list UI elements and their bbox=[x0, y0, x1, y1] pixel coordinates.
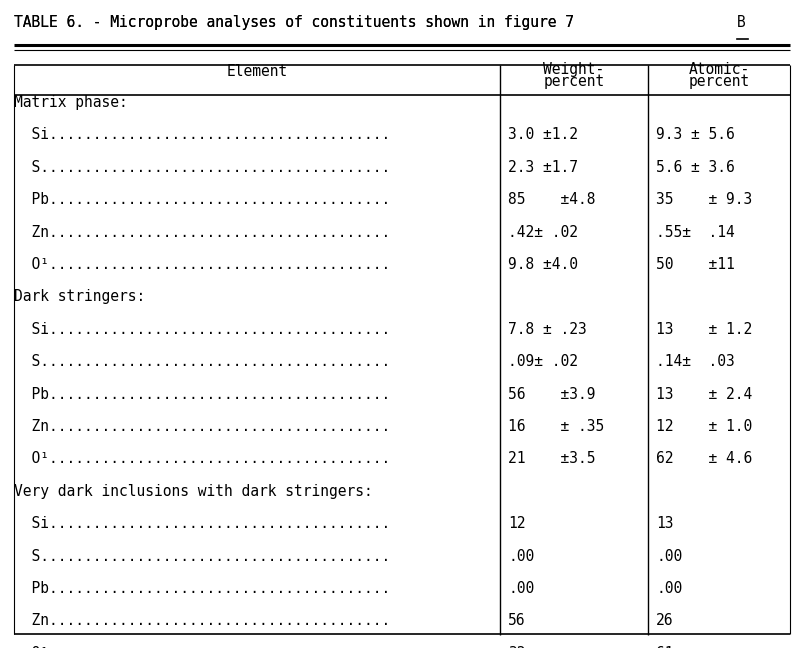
Text: 61: 61 bbox=[656, 645, 674, 648]
Text: .00: .00 bbox=[508, 581, 534, 596]
Text: O¹.......................................: O¹......................................… bbox=[14, 451, 390, 467]
Text: 12    ± 1.0: 12 ± 1.0 bbox=[656, 419, 752, 434]
Text: 7.8 ± .23: 7.8 ± .23 bbox=[508, 321, 586, 337]
Text: Zn.......................................: Zn......................................… bbox=[14, 613, 390, 629]
Text: S........................................: S.......................................… bbox=[14, 354, 390, 369]
Text: 56    ±3.9: 56 ±3.9 bbox=[508, 386, 595, 402]
Text: 16    ± .35: 16 ± .35 bbox=[508, 419, 604, 434]
Text: 13    ± 1.2: 13 ± 1.2 bbox=[656, 321, 752, 337]
Text: Dark stringers:: Dark stringers: bbox=[14, 289, 146, 305]
Text: TABLE 6. - Microprobe analyses of constituents shown in figure 7: TABLE 6. - Microprobe analyses of consti… bbox=[14, 15, 574, 30]
Text: .00: .00 bbox=[656, 581, 682, 596]
Text: 35    ± 9.3: 35 ± 9.3 bbox=[656, 192, 752, 207]
Text: .55±  .14: .55± .14 bbox=[656, 224, 734, 240]
Text: Zn.......................................: Zn......................................… bbox=[14, 224, 390, 240]
Text: O¹.......................................: O¹......................................… bbox=[14, 257, 390, 272]
Text: 13    ± 2.4: 13 ± 2.4 bbox=[656, 386, 752, 402]
Text: 50    ±11: 50 ±11 bbox=[656, 257, 734, 272]
Text: S........................................: S.......................................… bbox=[14, 548, 390, 564]
Text: Zn.......................................: Zn......................................… bbox=[14, 419, 390, 434]
Text: Si.......................................: Si......................................… bbox=[14, 321, 390, 337]
Text: Matrix phase:: Matrix phase: bbox=[14, 95, 128, 110]
Text: Weight-: Weight- bbox=[543, 62, 605, 77]
Text: 56: 56 bbox=[508, 613, 526, 629]
Text: 9.8 ±4.0: 9.8 ±4.0 bbox=[508, 257, 578, 272]
Text: O¹.......................................: O¹......................................… bbox=[14, 645, 390, 648]
Text: percent: percent bbox=[689, 73, 750, 89]
Text: 32: 32 bbox=[508, 645, 526, 648]
Text: .42± .02: .42± .02 bbox=[508, 224, 578, 240]
Text: .09± .02: .09± .02 bbox=[508, 354, 578, 369]
Text: Pb.......................................: Pb......................................… bbox=[14, 386, 390, 402]
Text: 13: 13 bbox=[656, 516, 674, 531]
Text: Si.......................................: Si......................................… bbox=[14, 127, 390, 143]
Text: Pb.......................................: Pb......................................… bbox=[14, 192, 390, 207]
Text: .00: .00 bbox=[508, 548, 534, 564]
Text: Very dark inclusions with dark stringers:: Very dark inclusions with dark stringers… bbox=[14, 483, 373, 499]
Text: B: B bbox=[737, 15, 746, 30]
Text: Pb.......................................: Pb......................................… bbox=[14, 581, 390, 596]
Text: 2.3 ±1.7: 2.3 ±1.7 bbox=[508, 159, 578, 175]
Text: S........................................: S.......................................… bbox=[14, 159, 390, 175]
Text: 9.3 ± 5.6: 9.3 ± 5.6 bbox=[656, 127, 734, 143]
Text: 3.0 ±1.2: 3.0 ±1.2 bbox=[508, 127, 578, 143]
Text: .14±  .03: .14± .03 bbox=[656, 354, 734, 369]
Text: .00: .00 bbox=[656, 548, 682, 564]
Text: 5.6 ± 3.6: 5.6 ± 3.6 bbox=[656, 159, 734, 175]
Text: Si.......................................: Si......................................… bbox=[14, 516, 390, 531]
Text: 21    ±3.5: 21 ±3.5 bbox=[508, 451, 595, 467]
Text: 62    ± 4.6: 62 ± 4.6 bbox=[656, 451, 752, 467]
Text: percent: percent bbox=[543, 73, 605, 89]
Text: 85    ±4.8: 85 ±4.8 bbox=[508, 192, 595, 207]
Text: 12: 12 bbox=[508, 516, 526, 531]
Text: Atomic-: Atomic- bbox=[689, 62, 750, 77]
Text: Element: Element bbox=[226, 64, 288, 80]
Text: TABLE 6. - Microprobe analyses of constituents shown in figure 7: TABLE 6. - Microprobe analyses of consti… bbox=[14, 15, 574, 30]
Text: 26: 26 bbox=[656, 613, 674, 629]
